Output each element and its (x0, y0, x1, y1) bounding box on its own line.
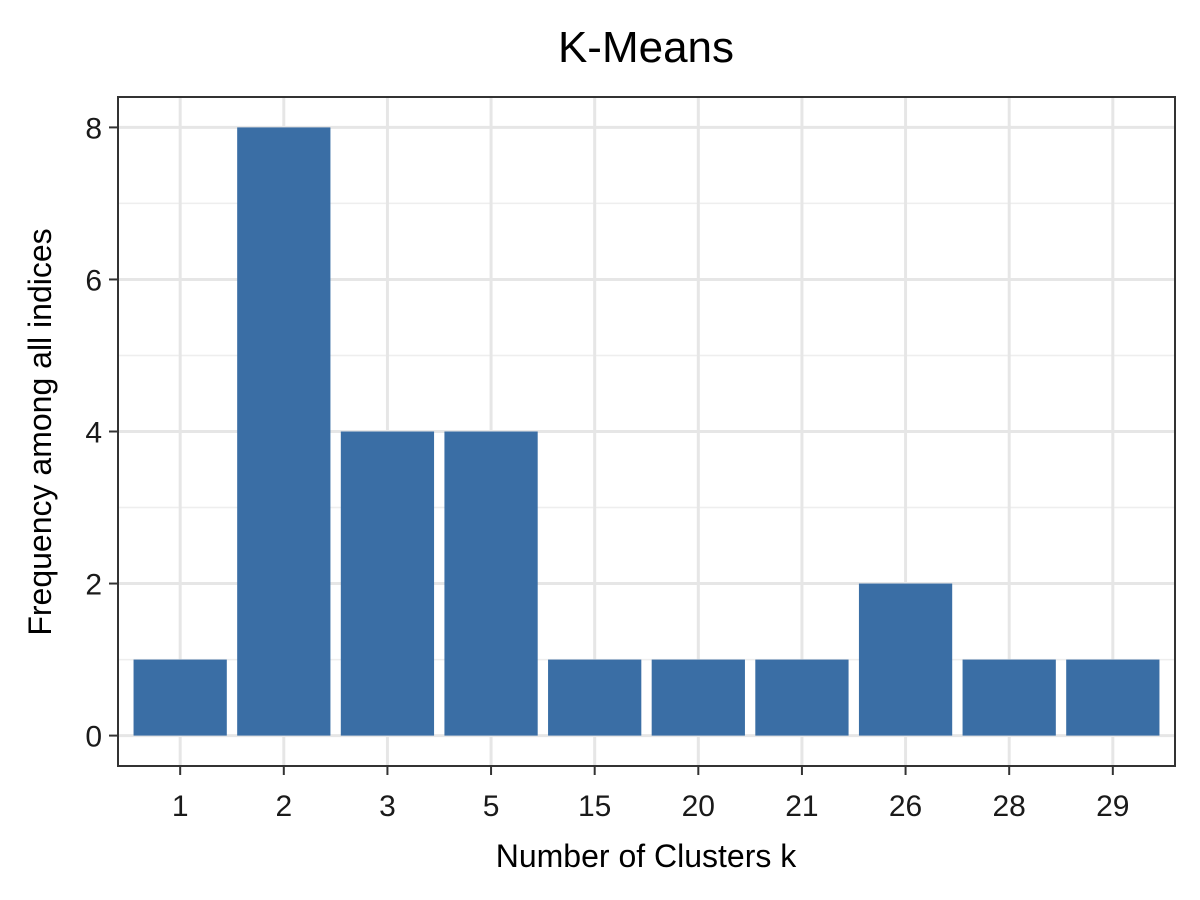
bar-15 (548, 659, 642, 736)
y-axis-label: Frequency among all indices (22, 228, 58, 635)
x-tick-label: 1 (172, 790, 189, 823)
bar-21 (755, 659, 849, 736)
x-axis-label: Number of Clusters k (496, 838, 798, 874)
x-tick-label: 2 (275, 790, 292, 823)
x-tick-label: 3 (379, 790, 396, 823)
y-tick-label: 4 (85, 417, 102, 450)
bar-29 (1066, 659, 1160, 736)
y-axis-ticks: 0 2 4 6 8 (85, 112, 118, 754)
y-tick-label: 2 (85, 569, 102, 602)
y-tick-label: 0 (85, 721, 102, 754)
x-tick-label: 15 (578, 790, 611, 823)
bar-1 (133, 659, 227, 736)
x-tick-label: 20 (682, 790, 715, 823)
bar-20 (651, 659, 745, 736)
x-tick-label: 29 (1096, 790, 1129, 823)
x-tick-label: 21 (785, 790, 818, 823)
x-tick-label: 5 (483, 790, 500, 823)
x-tick-label: 28 (993, 790, 1026, 823)
x-tick-label: 26 (889, 790, 922, 823)
y-tick-label: 8 (85, 112, 102, 145)
bar-2 (237, 127, 331, 736)
bars (133, 127, 1160, 736)
bar-5 (444, 431, 538, 736)
bar-26 (858, 583, 953, 736)
x-axis-ticks: 1 2 3 5 15 20 21 26 28 29 (172, 766, 1130, 823)
chart-title: K-Means (558, 23, 734, 72)
bar-3 (340, 431, 435, 736)
y-tick-label: 6 (85, 264, 102, 297)
bar-28 (962, 659, 1056, 736)
